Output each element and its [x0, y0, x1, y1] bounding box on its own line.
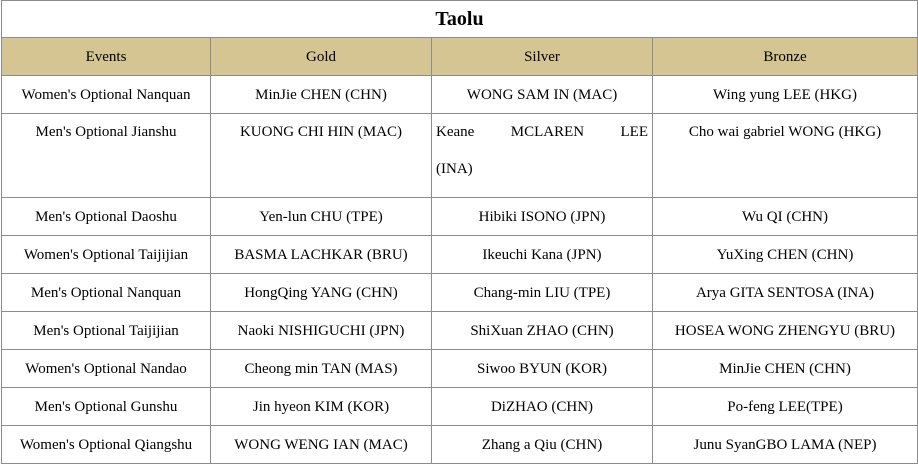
header-silver: Silver [431, 37, 653, 76]
gold-cell: MinJie CHEN (CHN) [210, 75, 432, 114]
silver-cell: DiZHAO (CHN) [431, 387, 653, 426]
gold-cell: KUONG CHI HIN (MAC) [210, 113, 432, 198]
silver-cell: Zhang a Qiu (CHN) [431, 425, 653, 464]
gold-cell: WONG WENG IAN (MAC) [210, 425, 432, 464]
event-cell: Women's Optional Qiangshu [1, 425, 211, 464]
bronze-cell: MinJie CHEN (CHN) [652, 349, 918, 388]
silver-cell: Hibiki ISONO (JPN) [431, 197, 653, 236]
table-row: Men's Optional Taijijian Naoki NISHIGUCH… [1, 311, 918, 350]
bronze-cell: Junu SyanGBO LAMA (NEP) [652, 425, 918, 464]
silver-cell: Ikeuchi Kana (JPN) [431, 235, 653, 274]
table-row: Men's Optional Gunshu Jin hyeon KIM (KOR… [1, 387, 918, 426]
table-row: Women's Optional Qiangshu WONG WENG IAN … [1, 425, 918, 464]
header-row: Events Gold Silver Bronze [1, 37, 918, 76]
bronze-cell: Arya GITA SENTOSA (INA) [652, 273, 918, 312]
bronze-cell: Wu QI (CHN) [652, 197, 918, 236]
bronze-cell: Po-feng LEE(TPE) [652, 387, 918, 426]
bronze-cell: Cho wai gabriel WONG (HKG) [652, 113, 918, 198]
gold-cell: HongQing YANG (CHN) [210, 273, 432, 312]
event-cell: Women's Optional Nandao [1, 349, 211, 388]
event-cell: Women's Optional Nanquan [1, 75, 211, 114]
gold-cell: Cheong min TAN (MAS) [210, 349, 432, 388]
event-cell: Men's Optional Jianshu [1, 113, 211, 198]
header-events: Events [1, 37, 211, 76]
silver-cell: Chang-min LIU (TPE) [431, 273, 653, 312]
bronze-cell: Wing yung LEE (HKG) [652, 75, 918, 114]
silver-cell: Siwoo BYUN (KOR) [431, 349, 653, 388]
gold-cell: Jin hyeon KIM (KOR) [210, 387, 432, 426]
table-row: Women's Optional Nanquan MinJie CHEN (CH… [1, 75, 918, 114]
event-cell: Men's Optional Nanquan [1, 273, 211, 312]
gold-cell: Naoki NISHIGUCHI (JPN) [210, 311, 432, 350]
table-row: Women's Optional Taijijian BASMA LACHKAR… [1, 235, 918, 274]
bronze-cell: HOSEA WONG ZHENGYU (BRU) [652, 311, 918, 350]
event-cell: Men's Optional Gunshu [1, 387, 211, 426]
table-row: Men's Optional Daoshu Yen-lun CHU (TPE) … [1, 197, 918, 236]
event-cell: Men's Optional Taijijian [1, 311, 211, 350]
event-cell: Men's Optional Daoshu [1, 197, 211, 236]
gold-cell: BASMA LACHKAR (BRU) [210, 235, 432, 274]
silver-cell: Keane MCLAREN LEE (INA) [431, 113, 653, 198]
table-row: Men's Optional Nanquan HongQing YANG (CH… [1, 273, 918, 312]
silver-cell: WONG SAM IN (MAC) [431, 75, 653, 114]
header-gold: Gold [210, 37, 432, 76]
gold-cell: Yen-lun CHU (TPE) [210, 197, 432, 236]
event-cell: Women's Optional Taijijian [1, 235, 211, 274]
table-row: Men's Optional Jianshu KUONG CHI HIN (MA… [1, 113, 918, 198]
silver-cell: ShiXuan ZHAO (CHN) [431, 311, 653, 350]
bronze-cell: YuXing CHEN (CHN) [652, 235, 918, 274]
table-title: Taolu [1, 0, 918, 38]
header-bronze: Bronze [652, 37, 918, 76]
table-row: Women's Optional Nandao Cheong min TAN (… [1, 349, 918, 388]
